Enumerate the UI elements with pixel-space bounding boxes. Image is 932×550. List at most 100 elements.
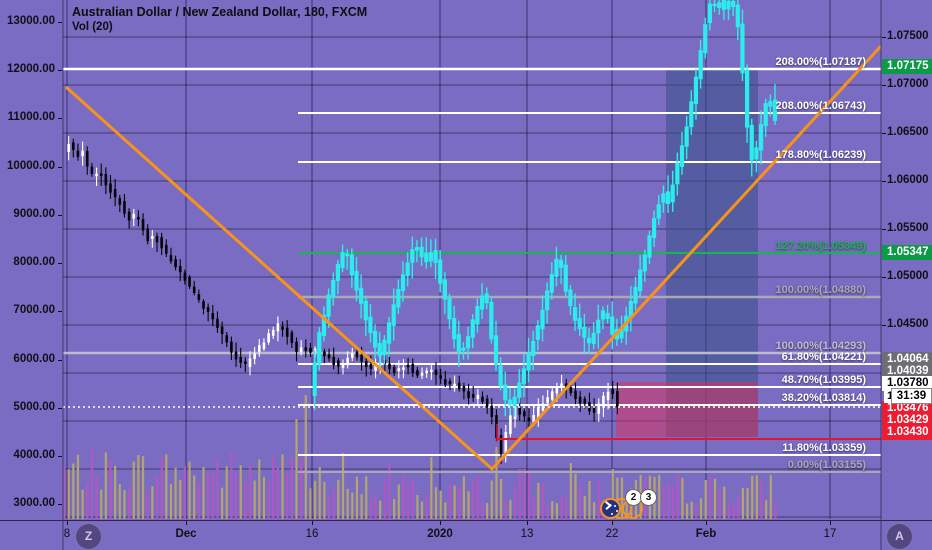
volume-bar (221, 487, 224, 519)
candle-body (331, 280, 336, 297)
ohlc-body (230, 341, 233, 353)
tick-mark (830, 521, 831, 525)
time-axis-tick: Dec (175, 528, 197, 540)
volume-bar (662, 487, 665, 519)
fib-level-label: 0.00%(1.03155) (788, 459, 867, 471)
volume-bar (174, 467, 177, 519)
ohlc-body (137, 216, 140, 220)
volume-bar (518, 469, 521, 519)
watermark-z-button[interactable]: Z (75, 523, 102, 550)
volume-bar (346, 488, 349, 519)
volume-bar (188, 461, 191, 519)
volume-bar (267, 481, 270, 519)
volume-bar (393, 499, 396, 519)
candle-body (363, 300, 368, 321)
ohlc-body (290, 332, 294, 343)
volume-bar (132, 461, 135, 519)
price-axis-tick: 1.05500 (887, 222, 929, 234)
volume-bar (262, 476, 266, 519)
ohlc-body (504, 431, 508, 456)
candle-body (391, 304, 396, 326)
candle-body (470, 319, 475, 338)
red-price-tag-3: 1.03430 (882, 425, 932, 440)
ohlc-body (430, 369, 433, 373)
volume-bar (588, 480, 591, 519)
ohlc-body (499, 435, 503, 455)
price-axis[interactable]: 1.07500 1.07000 1.06500 1.06000 1.05500 1.050… (882, 0, 932, 520)
tick-mark (882, 229, 886, 230)
volume-bar (420, 501, 424, 519)
ohlc-body (165, 244, 168, 254)
volume-bar (569, 463, 572, 519)
idea-count-badge[interactable]: 3 (640, 489, 657, 506)
volume-bar (453, 485, 456, 519)
volume-bar (248, 465, 252, 519)
candle-body (531, 341, 536, 356)
volume-bar (327, 496, 331, 519)
symbol-title[interactable]: Australian Dollar / New Zealand Dollar, … (72, 5, 368, 19)
candle-body (768, 101, 773, 107)
volume-bar (374, 494, 377, 519)
ohlc-body (406, 364, 410, 368)
candle-body (475, 305, 480, 325)
volume-bar (286, 473, 289, 519)
candle-body (772, 99, 778, 121)
candle-body (340, 252, 345, 269)
candle-body (545, 290, 550, 311)
fib-level-label: 208.00%(1.07187) (775, 56, 866, 68)
volume-axis-tick: 3000.00 (13, 497, 55, 509)
account-a-button[interactable]: A (886, 523, 913, 550)
ohlc-body (271, 329, 275, 336)
volume-bar (727, 501, 731, 519)
candle-body (433, 249, 438, 263)
candle-body (335, 264, 340, 282)
australia-flag-icon[interactable] (600, 498, 621, 519)
ohlc-body (457, 382, 461, 390)
candle-body (400, 274, 406, 291)
ohlc-body (309, 347, 312, 353)
tick-mark (58, 215, 62, 216)
volume-axis-tick: 4000.00 (13, 449, 55, 461)
candle-body (647, 235, 652, 258)
candle-body (489, 302, 494, 340)
candle-body (633, 286, 638, 304)
volume-bar (160, 458, 163, 519)
volume-bar (430, 457, 433, 519)
candle-body (754, 147, 759, 160)
volume-bar (151, 486, 154, 519)
volume-bar (541, 483, 545, 519)
volume-bar (676, 474, 679, 519)
ohlc-body (81, 150, 84, 157)
candle-body (559, 259, 564, 268)
ohlc-body (174, 259, 177, 268)
ohlc-body (416, 369, 419, 376)
volume-bar (318, 466, 321, 519)
volume-bar (123, 489, 126, 519)
ohlc-body (183, 272, 187, 281)
volume-price-axis[interactable]: 13000.00 12000.00 11000.00 10000.00 9000.00 8… (0, 0, 62, 520)
ohlc-body (285, 327, 289, 337)
candle-body (512, 396, 517, 408)
candle-body (312, 362, 317, 397)
candle-body (652, 218, 657, 239)
volume-bar (193, 475, 196, 519)
ohlc-body (490, 405, 494, 418)
volume-bar (732, 504, 735, 519)
candle-body (582, 326, 587, 338)
volume-indicator-label[interactable]: Vol (20) (72, 21, 113, 33)
volume-bar (141, 456, 145, 519)
candle-body (321, 314, 327, 337)
ohlc-body (132, 213, 136, 219)
time-axis-tick: 22 (605, 528, 619, 540)
candle-body (447, 298, 452, 320)
volume-bar (574, 473, 577, 519)
volume-bar (355, 476, 359, 519)
volume-bar (439, 490, 442, 519)
ohlc-body (611, 388, 614, 395)
tick-mark (58, 167, 62, 168)
ohlc-body (402, 367, 405, 370)
time-axis[interactable]: 8 Dec 16 2020 13 22 Feb 17 (0, 520, 932, 550)
tick-mark (186, 521, 187, 525)
volume-bar (276, 466, 279, 519)
